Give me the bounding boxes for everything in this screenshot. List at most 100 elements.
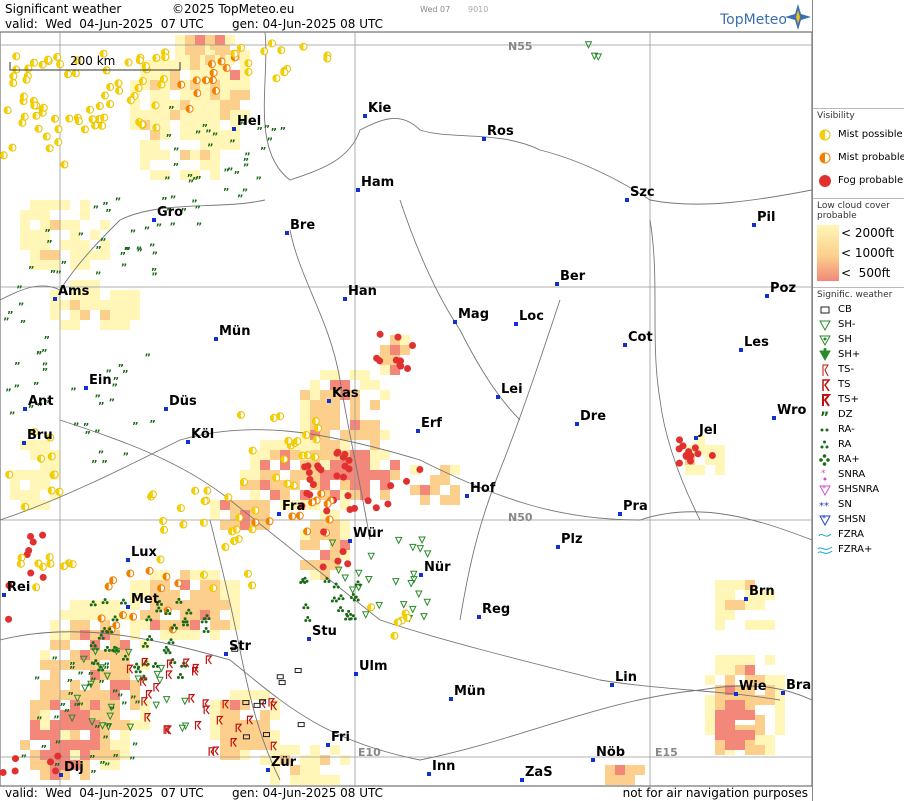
rain	[167, 641, 171, 645]
shower	[408, 605, 417, 614]
low-cloud-area	[10, 470, 20, 480]
fog-probable	[676, 436, 684, 444]
low-cloud-area	[185, 35, 195, 45]
drizzle: ”	[243, 162, 250, 173]
icon	[819, 457, 823, 462]
low-cloud-area	[80, 240, 90, 250]
city-label: Zür	[271, 755, 297, 770]
cb	[231, 646, 239, 652]
copyright: ©2025 TopMeteo.eu	[172, 2, 294, 16]
drizzle: ”	[109, 706, 116, 717]
thunderstorm	[141, 657, 149, 667]
low-cloud-area	[200, 130, 210, 140]
legend-label: TS+	[838, 394, 859, 405]
drizzle: ”	[242, 187, 249, 198]
drizzle: ”	[36, 350, 43, 361]
rain	[168, 612, 172, 616]
low-cloud-area	[250, 450, 260, 460]
city-marker	[575, 422, 579, 426]
city-label: Brn	[749, 584, 775, 599]
shower	[375, 601, 384, 610]
low-cloud-area	[160, 110, 170, 120]
low-cloud-area	[735, 685, 745, 695]
low-cloud-area	[90, 300, 100, 310]
rain	[353, 596, 357, 600]
low-cloud-area	[70, 600, 80, 610]
low-cloud-area	[50, 490, 60, 500]
low-cloud-area	[40, 660, 50, 670]
low-cloud-area	[220, 130, 230, 140]
low-cloud-area	[70, 310, 80, 320]
low-cloud-area	[110, 320, 120, 330]
low-cloud-area	[240, 110, 250, 120]
mist-probable	[251, 518, 256, 526]
low-cloud-area	[50, 290, 60, 300]
low-cloud-area	[775, 705, 785, 715]
mist-possible	[100, 114, 105, 122]
legend-item: ” DZ	[813, 407, 904, 422]
rain	[115, 618, 119, 622]
icon	[825, 445, 829, 448]
rain	[204, 626, 208, 630]
low-cloud-area	[200, 110, 210, 120]
low-cloud-area	[130, 80, 140, 90]
low-cloud-area	[380, 365, 390, 375]
mist-possible	[157, 81, 162, 89]
low-cloud-area	[290, 745, 300, 755]
low-cloud-area	[450, 495, 460, 505]
drizzle: ”	[95, 270, 102, 281]
low-cloud-area	[380, 390, 390, 400]
rain	[159, 609, 163, 613]
drizzle: ”	[134, 700, 141, 711]
map-line	[263, 31, 813, 205]
city-label: Dre	[580, 409, 606, 424]
city-marker	[765, 294, 769, 298]
low-cloud-area	[260, 470, 270, 480]
low-cloud-area	[60, 770, 70, 780]
drizzle: ”	[73, 422, 80, 433]
low-cloud-area	[300, 440, 310, 450]
mist-possible	[244, 570, 248, 578]
low-cloud-area	[200, 80, 210, 90]
mist-probable	[202, 76, 206, 84]
low-cloud-area	[30, 230, 40, 240]
mist-possible	[138, 120, 142, 128]
fog-probable	[344, 492, 352, 500]
footer-note: not for air navigation purposes	[623, 786, 808, 800]
low-cloud-area	[90, 650, 100, 660]
rain	[159, 602, 163, 606]
mist-probable	[105, 583, 109, 591]
low-cloud-area	[705, 455, 715, 465]
low-cloud-area	[340, 530, 350, 540]
low-cloud-area	[50, 220, 60, 230]
low-cloud-area	[90, 670, 100, 680]
low-cloud-area	[705, 445, 715, 455]
low-cloud-area	[330, 775, 340, 785]
low-cloud-area	[50, 460, 60, 470]
rain	[166, 648, 170, 652]
rain	[123, 601, 127, 605]
low-cloud-area	[320, 510, 330, 520]
mist-probable	[325, 516, 330, 524]
drizzle: ”	[256, 126, 263, 137]
low-cloud-area	[150, 140, 160, 150]
rain	[348, 617, 352, 621]
low-cloud-area	[210, 570, 220, 580]
drizzle: ”	[119, 251, 126, 262]
low-cloud-area	[230, 70, 240, 80]
drizzle: ”	[90, 769, 97, 780]
low-cloud-area	[185, 45, 195, 55]
mist-possible	[209, 584, 214, 592]
mist-possible	[60, 562, 64, 570]
mist-possible	[96, 102, 100, 110]
city-marker	[465, 494, 469, 498]
low-cloud-area	[250, 480, 260, 490]
low-cloud-area	[80, 740, 90, 750]
drizzle: ”	[50, 269, 57, 280]
low-cloud-area	[440, 495, 450, 505]
shower	[584, 41, 593, 49]
shower	[354, 569, 363, 578]
city-label: Mün	[219, 324, 250, 339]
low-cloud-area	[180, 100, 190, 110]
legend-label: Mist possible	[838, 129, 903, 140]
